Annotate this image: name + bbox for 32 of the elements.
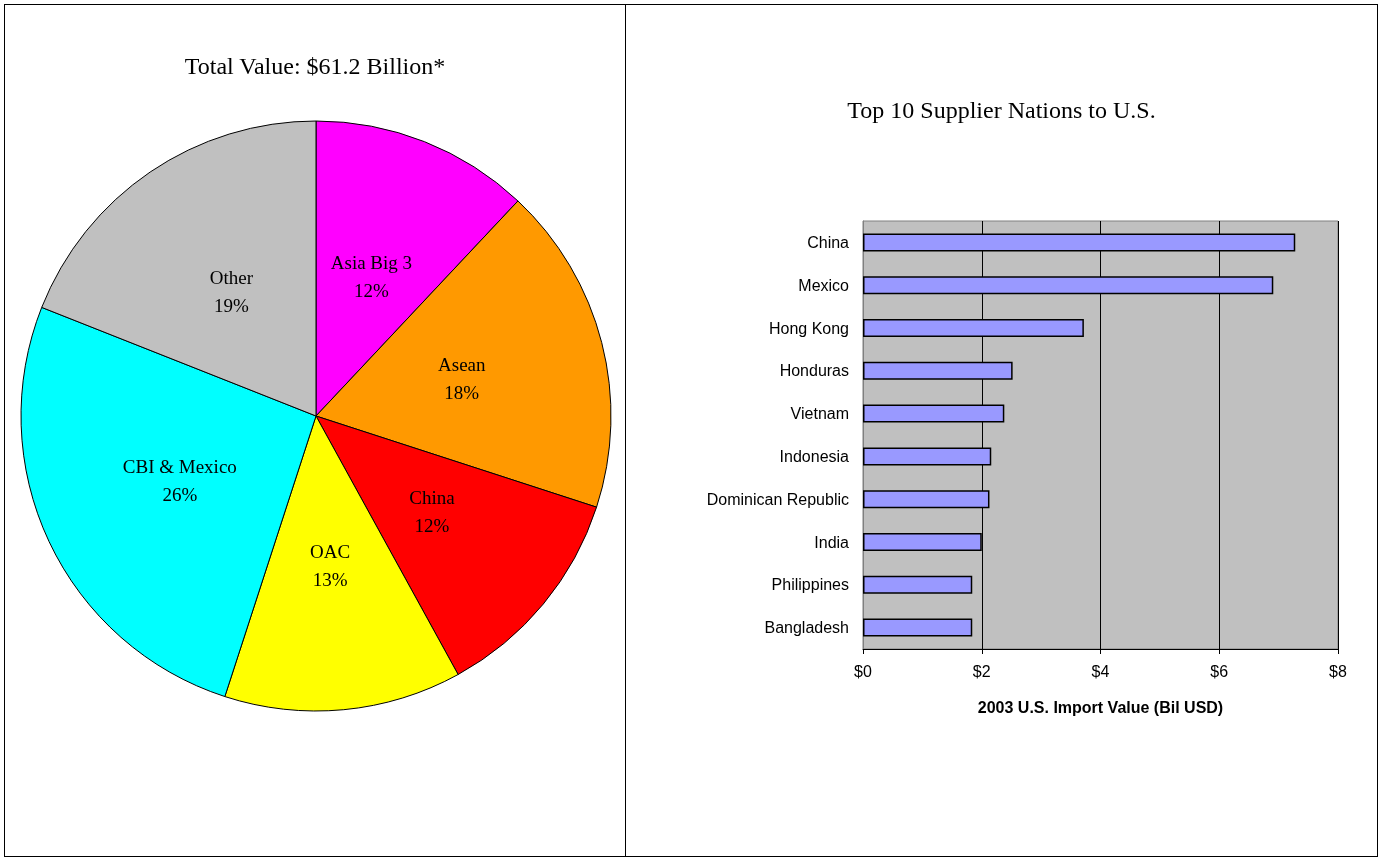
x-tick-label: $4 — [1091, 662, 1110, 680]
slice-label: Other — [209, 267, 254, 289]
data-label: 12% — [353, 279, 389, 301]
x-tick-label: $8 — [1329, 662, 1347, 680]
chart-title: Total Value: $61.2 Billion* — [184, 53, 446, 79]
y-tick-label: Bangladesh — [764, 619, 849, 637]
y-tick-label: Philippines — [771, 576, 849, 594]
bar — [863, 575, 973, 594]
data-label: 26% — [162, 483, 198, 505]
y-tick-label: Honduras — [779, 362, 849, 380]
slice-label: Asia Big 3 — [330, 251, 413, 273]
y-tick-label: Indonesia — [779, 447, 850, 465]
x-tick-label: $0 — [854, 662, 872, 680]
slice-label: OAC — [310, 541, 351, 563]
x-axis-title: 2003 U.S. Import Value (Bil USD) — [977, 698, 1224, 716]
y-tick-label: Mexico — [798, 276, 850, 294]
x-tick-label: $2 — [972, 662, 991, 680]
data-label: 12% — [414, 515, 450, 537]
slice-label: CBI & Mexico — [122, 455, 237, 477]
data-label: 19% — [213, 295, 249, 317]
y-tick-label: Hong Kong — [768, 319, 849, 337]
x-tick-label: $6 — [1210, 662, 1229, 680]
y-tick-label: Dominican Republic — [706, 490, 849, 508]
data-label: 18% — [444, 382, 480, 404]
y-tick-label: India — [814, 533, 850, 551]
data-label: 13% — [312, 569, 348, 591]
slice-label: China — [409, 487, 456, 509]
y-tick-label: Vietnam — [790, 405, 849, 423]
bar — [863, 618, 973, 637]
y-tick-label: China — [807, 233, 850, 251]
slice-label: Asean — [438, 354, 487, 376]
chart-title: Top 10 Supplier Nations to U.S. — [847, 97, 1156, 123]
